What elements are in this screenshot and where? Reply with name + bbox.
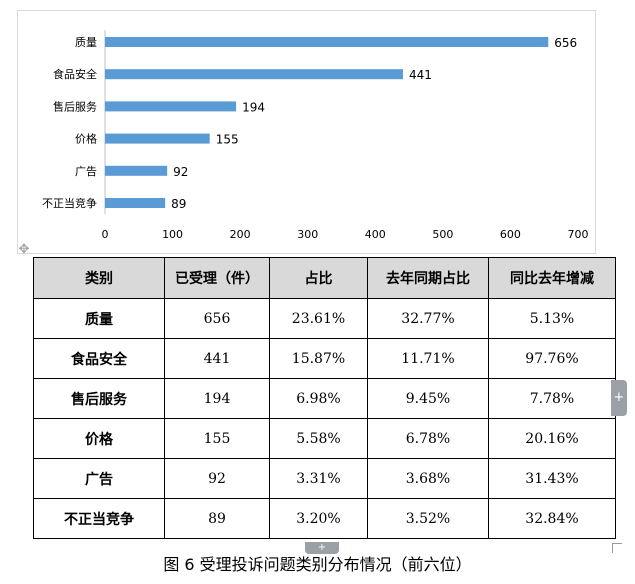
header-yoy-change: 同比去年增减 — [488, 257, 616, 299]
category-label: 售后服务 — [53, 99, 97, 113]
bar-chart: 质量 656 食品安全 441 售后服务 194 价格 155 广告 92 不正当竞争 89 0 100 2… — [42, 30, 589, 241]
category-label: 价格 — [75, 132, 97, 146]
cell-accepted: 441 — [164, 338, 270, 379]
cell-category: 食品安全 — [33, 338, 165, 379]
data-label: 92 — [173, 165, 188, 179]
cell-accepted: 89 — [164, 498, 270, 539]
cell-share: 6.98% — [269, 378, 368, 419]
cell-share: 5.58% — [269, 418, 368, 459]
resize-handle-icon[interactable] — [612, 543, 622, 553]
x-tick-label: 400 — [365, 228, 386, 241]
move-icon[interactable]: ✥ — [18, 242, 30, 257]
cell-category: 价格 — [33, 418, 165, 459]
category-label: 不正当竞争 — [42, 196, 97, 210]
plus-icon[interactable]: + — [305, 542, 339, 554]
cell-yoy-change: 97.76% — [488, 338, 616, 379]
table-header-row: 类别 已受理（件） 占比 去年同期占比 同比去年增减 — [33, 257, 616, 299]
category-label: 食品安全 — [53, 67, 97, 81]
cell-yoy-change: 20.16% — [488, 418, 616, 459]
bar — [105, 165, 168, 176]
data-label: 441 — [409, 68, 432, 82]
table-row: 不正当竞争 89 3.20% 3.52% 32.84% — [33, 498, 616, 539]
category-label: 质量 — [75, 36, 97, 49]
cell-category: 广告 — [33, 458, 165, 499]
data-label: 89 — [171, 197, 186, 211]
cell-last-year-share: 6.78% — [367, 418, 489, 459]
chart-frame — [17, 10, 596, 254]
x-tick-label: 300 — [297, 228, 318, 241]
table-row: 质量 656 23.61% 32.77% 5.13% — [33, 298, 616, 339]
cell-category: 不正当竞争 — [33, 498, 165, 539]
category-label: 广告 — [75, 165, 97, 178]
header-category: 类别 — [33, 257, 165, 299]
x-tick-label: 100 — [162, 228, 183, 241]
header-last-year-share: 去年同期占比 — [367, 257, 489, 299]
cell-share: 23.61% — [269, 298, 368, 339]
x-tick-label: 500 — [432, 228, 453, 241]
bar — [105, 37, 549, 47]
cell-last-year-share: 3.52% — [367, 498, 489, 539]
bar — [105, 133, 210, 144]
bar — [105, 198, 166, 208]
cell-last-year-share: 3.68% — [367, 458, 489, 499]
cell-accepted: 155 — [164, 418, 270, 459]
data-label: 656 — [554, 36, 577, 50]
cell-yoy-change: 31.43% — [488, 458, 616, 499]
cell-category: 质量 — [33, 298, 165, 339]
cell-accepted: 92 — [164, 458, 270, 499]
cell-yoy-change: 32.84% — [488, 498, 616, 539]
figure-caption: 图 6 受理投诉问题类别分布情况（前六位） — [163, 555, 472, 574]
bar — [105, 101, 237, 112]
cell-yoy-change: 5.13% — [488, 298, 616, 339]
cell-share: 3.31% — [269, 458, 368, 499]
x-tick-label: 700 — [568, 228, 589, 241]
cell-share: 15.87% — [269, 338, 368, 379]
cell-last-year-share: 11.71% — [367, 338, 489, 379]
stats-table: 类别 已受理（件） 占比 去年同期占比 同比去年增减 质量 656 23.61%… — [33, 257, 616, 539]
table-row: 售后服务 194 6.98% 9.45% 7.78% — [33, 378, 616, 419]
cell-share: 3.20% — [269, 498, 368, 539]
cell-accepted: 656 — [164, 298, 270, 339]
cell-accepted: 194 — [164, 378, 270, 419]
data-label: 155 — [216, 133, 239, 147]
table-row: 食品安全 441 15.87% 11.71% 97.76% — [33, 338, 616, 379]
data-label: 194 — [242, 100, 265, 114]
header-accepted: 已受理（件） — [164, 257, 270, 299]
cell-last-year-share: 32.77% — [367, 298, 489, 339]
cell-yoy-change: 7.78% — [488, 378, 616, 419]
cell-last-year-share: 9.45% — [367, 378, 489, 419]
header-share: 占比 — [269, 257, 368, 299]
table-row: 广告 92 3.31% 3.68% 31.43% — [33, 458, 616, 499]
x-tick-label: 0 — [102, 228, 109, 241]
cell-category: 售后服务 — [33, 378, 165, 419]
plus-icon[interactable]: + — [611, 380, 627, 416]
x-tick-label: 200 — [230, 228, 251, 241]
table-row: 价格 155 5.58% 6.78% 20.16% — [33, 418, 616, 459]
bar — [105, 69, 403, 80]
x-tick-label: 600 — [500, 228, 521, 241]
